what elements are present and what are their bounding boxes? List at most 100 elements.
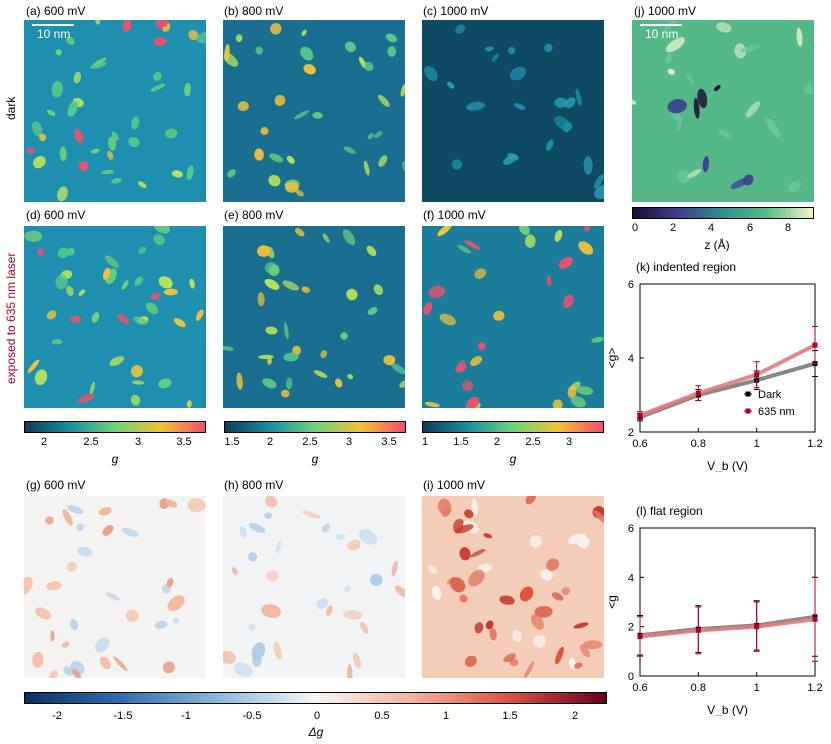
map-feature: [400, 83, 405, 97]
map-feature: [663, 20, 679, 31]
cb-g1000-tick-2: 2: [493, 436, 501, 448]
chart-k-legend-point: [745, 408, 751, 414]
map-feature: [24, 576, 33, 596]
map-feature: [264, 496, 278, 508]
map-feature: [427, 565, 438, 574]
map-feature: [266, 570, 279, 582]
map-feature: [196, 31, 206, 44]
map-feature: [702, 156, 710, 173]
chart-k-ytick-label: 6: [628, 279, 634, 291]
cb-g1000-tick-3: 2.5: [525, 436, 541, 448]
map-feature: [367, 132, 374, 140]
panel-label-d: (d) 600 mV: [26, 208, 86, 222]
map-feature: [300, 46, 314, 61]
cb-g600-tick-3: 3.5: [176, 436, 192, 448]
map-feature: [383, 354, 396, 366]
chart-k-point: [812, 342, 818, 348]
map-b: [223, 20, 405, 202]
map-feature: [394, 585, 405, 598]
map-feature: [121, 527, 139, 537]
map-feature: [583, 156, 593, 175]
map-feature: [343, 609, 363, 620]
map-feature: [111, 131, 119, 141]
map-feature: [153, 71, 162, 81]
map-feature: [227, 169, 236, 178]
map-feature: [34, 369, 48, 386]
map-feature: [93, 57, 107, 66]
cb-z-tick-3: 6: [746, 222, 754, 234]
map-feature: [249, 523, 266, 533]
map-feature: [162, 661, 175, 674]
row-label-laser: exposed to 635 nm laser: [4, 252, 18, 384]
map-feature: [132, 380, 145, 385]
cb-g600-tick-0: 2: [40, 436, 48, 448]
map-feature: [32, 652, 44, 668]
map-feature: [27, 359, 40, 374]
map-feature: [716, 22, 732, 33]
map-a-image: [24, 20, 206, 202]
map-feature: [223, 650, 236, 664]
map-feature: [335, 378, 343, 388]
chart-k-legend-label: 635 nm: [758, 406, 795, 418]
map-feature: [258, 354, 274, 360]
map-feature: [316, 598, 329, 609]
map-feature: [138, 181, 147, 189]
cb-g1000-tick-4: 3: [565, 436, 573, 448]
chart-k: 0.6 0.8 1 1.2 2 4 6 <g> V_b (V) Dark 635 nm: [605, 279, 823, 472]
map-feature: [72, 668, 81, 678]
map-feature: [295, 189, 304, 197]
map-feature: [102, 524, 114, 536]
map-feature: [765, 117, 781, 138]
map-feature: [55, 274, 68, 290]
map-feature: [67, 101, 79, 117]
scalebar-a: [32, 24, 74, 26]
map-feature: [677, 170, 690, 183]
map-feature: [61, 641, 70, 648]
map-feature: [109, 356, 124, 367]
map-feature: [99, 656, 111, 670]
map-feature: [554, 229, 563, 242]
map-feature: [493, 310, 505, 321]
map-feature: [470, 548, 486, 558]
map-feature: [66, 561, 77, 572]
map-feature: [665, 37, 685, 53]
map-feature: [321, 523, 330, 533]
chart-k-xtick-label: 1: [754, 438, 760, 450]
map-feature: [803, 84, 814, 95]
map-feature: [346, 288, 358, 301]
cb-z-tick-4: 8: [784, 222, 792, 234]
map-feature: [261, 604, 281, 619]
map-feature: [468, 569, 485, 587]
map-feature: [257, 245, 271, 257]
map-feature: [575, 88, 582, 107]
map-feature: [122, 20, 132, 33]
map-feature: [554, 116, 570, 130]
map-feature: [326, 605, 333, 616]
colorbar-dg: [24, 692, 607, 704]
map-feature: [173, 318, 186, 328]
cb-dg-tick-7: 1.5: [502, 710, 518, 722]
map-feature: [130, 394, 141, 406]
map-feature: [255, 46, 263, 55]
panel-label-a: (a) 600 mV: [26, 4, 86, 18]
map-feature: [46, 310, 57, 320]
chart-l-series-line-1: [639, 617, 816, 639]
map-feature: [77, 546, 93, 557]
chart-l-point: [754, 624, 760, 630]
map-feature: [470, 356, 483, 367]
cb-g1000-tick-1: 1.5: [453, 436, 469, 448]
map-feature: [51, 339, 63, 345]
map-i-image: [422, 496, 604, 678]
map-feature: [450, 577, 466, 593]
map-feature: [524, 661, 535, 678]
map-feature: [89, 61, 107, 69]
map-feature: [466, 101, 486, 111]
panel-label-c: (c) 1000 mV: [423, 4, 489, 18]
map-feature: [294, 110, 310, 120]
map-feature: [46, 109, 56, 116]
row-label-dark: dark: [4, 96, 18, 120]
map-c: [422, 20, 604, 202]
map-feature: [697, 88, 708, 109]
map-feature: [788, 180, 802, 193]
map-feature: [378, 155, 388, 167]
